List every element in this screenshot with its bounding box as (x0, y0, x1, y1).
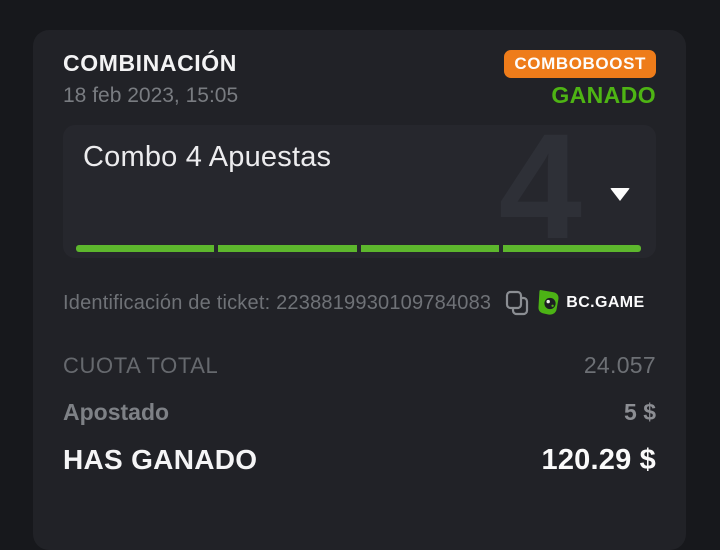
stake-row: Apostado 5 $ (63, 399, 656, 426)
ticket-header-left: COMBINACIÓN 18 feb 2023, 15:05 (63, 50, 238, 108)
total-odds-label: CUOTA TOTAL (63, 353, 219, 378)
winnings-row: HAS GANADO 120.29 $ (63, 444, 656, 477)
chevron-down-icon[interactable] (610, 188, 630, 201)
bet-type-title: COMBINACIÓN (63, 50, 237, 76)
leg-progress-segment (502, 245, 641, 252)
leg-progress-segment (76, 245, 215, 252)
leg-progress-segment (218, 245, 357, 252)
brand-name: BC.GAME (566, 293, 645, 311)
ticket-id-text: Identificación de ticket: 22388199301097… (63, 290, 491, 316)
ticket-id-label: Identificación de ticket: (63, 291, 271, 314)
total-odds-row: CUOTA TOTAL 24.057 (63, 352, 656, 379)
bet-datetime: 18 feb 2023, 15:05 (63, 84, 239, 107)
bet-summary: CUOTA TOTAL 24.057 Apostado 5 $ HAS GANA… (63, 352, 656, 477)
combo-title: Combo 4 Apuestas (83, 141, 332, 173)
status-badge: GANADO (551, 82, 656, 108)
ticket-id-row: Identificación de ticket: 22388199301097… (63, 289, 656, 316)
selections-count-watermark: 4 (498, 125, 582, 258)
brand: BC.GAME (537, 289, 644, 316)
stake-label: Apostado (63, 399, 170, 425)
ticket-id-value: 2238819930109784083 (276, 291, 492, 314)
combo-summary-card[interactable]: Combo 4 Apuestas 4 (63, 125, 656, 258)
copy-icon[interactable] (505, 290, 529, 316)
ticket-header-right: COMBOBOOST GANADO (504, 50, 656, 109)
bet-ticket-panel: COMBINACIÓN 18 feb 2023, 15:05 COMBOBOOS… (33, 30, 686, 550)
total-odds-value: 24.057 (583, 352, 656, 378)
winnings-label: HAS GANADO (63, 444, 258, 475)
comboboost-badge: COMBOBOOST (504, 50, 656, 78)
ticket-header: COMBINACIÓN 18 feb 2023, 15:05 COMBOBOOS… (63, 50, 656, 109)
leg-progress-segment (360, 245, 499, 252)
legs-progress-bars (76, 245, 641, 252)
stake-value: 5 $ (624, 399, 656, 425)
bcgame-logo-icon (538, 289, 559, 315)
winnings-value: 120.29 $ (541, 444, 656, 476)
